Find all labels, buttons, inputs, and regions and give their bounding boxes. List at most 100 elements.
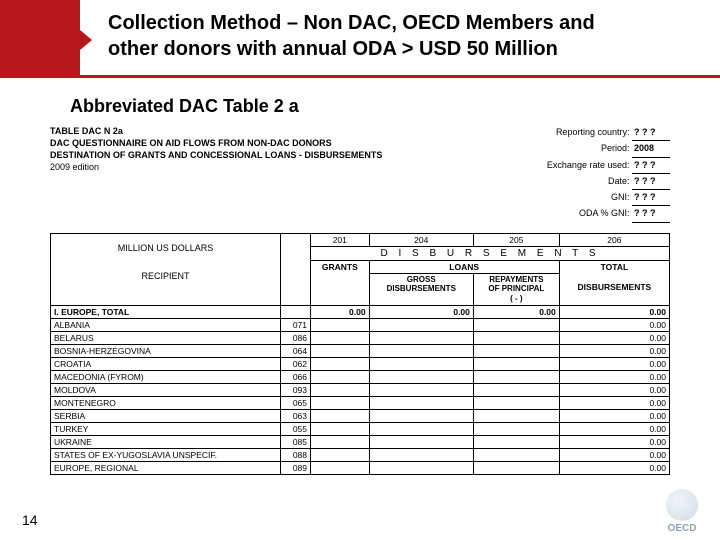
- country-repay: [473, 461, 559, 474]
- date-value: ? ? ?: [632, 174, 670, 190]
- edition-line: 2009 edition: [50, 161, 382, 173]
- exchange-value: ? ? ?: [632, 158, 670, 174]
- page-number: 14: [22, 512, 38, 528]
- country-repay: [473, 318, 559, 331]
- header-row-1: MILLION US DOLLARS RECIPIENT 201 204 205…: [51, 233, 670, 246]
- country-code: 063: [281, 409, 311, 422]
- country-code: 055: [281, 422, 311, 435]
- table-row: MOLDOVA0930.00: [51, 383, 670, 396]
- oda-gni-label: ODA % GNI:: [579, 208, 630, 218]
- reporting-country-value: ? ? ?: [632, 125, 670, 141]
- country-gross: [369, 383, 473, 396]
- table-label: TABLE DAC N 2a: [50, 125, 382, 137]
- repay-l2: OF PRINCIPAL: [488, 284, 544, 293]
- grants-header: GRANTS: [311, 260, 370, 305]
- country-grants: [311, 370, 370, 383]
- country-gross: [369, 370, 473, 383]
- col-code-205: 205: [473, 233, 559, 246]
- title-block: Collection Method – Non DAC, OECD Member…: [108, 10, 700, 62]
- country-code: 065: [281, 396, 311, 409]
- header-divider: [0, 75, 720, 78]
- country-code: 085: [281, 435, 311, 448]
- country-repay: [473, 448, 559, 461]
- country-total: 0.00: [559, 448, 669, 461]
- country-grants: [311, 318, 370, 331]
- country-grants: [311, 344, 370, 357]
- country-total: 0.00: [559, 370, 669, 383]
- country-gross: [369, 435, 473, 448]
- repay-l1: REPAYMENTS: [489, 275, 543, 284]
- country-total: 0.00: [559, 396, 669, 409]
- region-name: I. EUROPE, TOTAL: [51, 305, 281, 318]
- country-gross: [369, 396, 473, 409]
- country-gross: [369, 318, 473, 331]
- country-total: 0.00: [559, 357, 669, 370]
- table-row: MONTENEGRO0650.00: [51, 396, 670, 409]
- country-gross: [369, 448, 473, 461]
- million-dollars-cell: MILLION US DOLLARS RECIPIENT: [51, 233, 281, 305]
- country-total: 0.00: [559, 331, 669, 344]
- country-repay: [473, 331, 559, 344]
- million-label: MILLION US DOLLARS: [54, 243, 277, 253]
- country-name: UKRAINE: [51, 435, 281, 448]
- region-row: I. EUROPE, TOTAL 0.00 0.00 0.00 0.00: [51, 305, 670, 318]
- reporting-country-label: Reporting country:: [556, 127, 630, 137]
- country-code: 062: [281, 357, 311, 370]
- country-name: MACEDONIA (FYROM): [51, 370, 281, 383]
- country-code: 086: [281, 331, 311, 344]
- repayments-header: REPAYMENTS OF PRINCIPAL ( - ): [473, 273, 559, 305]
- country-grants: [311, 409, 370, 422]
- country-grants: [311, 331, 370, 344]
- country-repay: [473, 422, 559, 435]
- subtitle: Abbreviated DAC Table 2 a: [70, 96, 720, 117]
- country-grants: [311, 435, 370, 448]
- dac-table: MILLION US DOLLARS RECIPIENT 201 204 205…: [50, 233, 670, 475]
- table-row: UKRAINE0850.00: [51, 435, 670, 448]
- country-repay: [473, 409, 559, 422]
- country-code: 089: [281, 461, 311, 474]
- country-total: 0.00: [559, 409, 669, 422]
- oecd-logo: OECD: [666, 489, 698, 534]
- country-total: 0.00: [559, 344, 669, 357]
- country-total: 0.00: [559, 461, 669, 474]
- total-label: TOTAL: [601, 262, 629, 272]
- country-grants: [311, 383, 370, 396]
- title-line1: Collection Method – Non DAC, OECD Member…: [108, 12, 595, 34]
- region-repay: 0.00: [473, 305, 559, 318]
- country-grants: [311, 357, 370, 370]
- table-row: BELARUS086 0.00: [51, 331, 670, 344]
- country-code: 071: [281, 318, 311, 331]
- country-name: MOLDOVA: [51, 383, 281, 396]
- gross-l1: GROSS: [407, 275, 436, 284]
- country-grants: [311, 448, 370, 461]
- oecd-marble-icon: [666, 489, 698, 521]
- country-gross: [369, 357, 473, 370]
- country-total: 0.00: [559, 422, 669, 435]
- country-repay: [473, 357, 559, 370]
- table-row: MACEDONIA (FYROM)0660.00: [51, 370, 670, 383]
- col-code-204: 204: [369, 233, 473, 246]
- gross-l2: DISBURSEMENTS: [387, 284, 456, 293]
- country-gross: [369, 422, 473, 435]
- table-row: STATES OF EX-YUGOSLAVIA UNSPECIF.0880.00: [51, 448, 670, 461]
- region-grants: 0.00: [311, 305, 370, 318]
- country-code: 064: [281, 344, 311, 357]
- gni-label: GNI:: [611, 192, 630, 202]
- country-repay: [473, 383, 559, 396]
- destination-line: DESTINATION OF GRANTS AND CONCESSIONAL L…: [50, 149, 382, 161]
- date-label: Date:: [608, 176, 630, 186]
- repay-l3: ( - ): [510, 294, 522, 303]
- country-grants: [311, 396, 370, 409]
- country-repay: [473, 396, 559, 409]
- country-repay: [473, 344, 559, 357]
- total-disb-sub: DISBURSEMENTS: [578, 282, 652, 292]
- table-row: ALBANIA0710.00: [51, 318, 670, 331]
- country-name: BELARUS: [51, 331, 281, 344]
- table-row: BOSNIA-HERZEGOVINA0640.00: [51, 344, 670, 357]
- country-gross: [369, 344, 473, 357]
- title-line2: other donors with annual ODA > USD 50 Mi…: [108, 38, 558, 60]
- country-name: EUROPE, REGIONAL: [51, 461, 281, 474]
- header-bar: Collection Method – Non DAC, OECD Member…: [0, 0, 720, 78]
- country-total: 0.00: [559, 383, 669, 396]
- country-name: TURKEY: [51, 422, 281, 435]
